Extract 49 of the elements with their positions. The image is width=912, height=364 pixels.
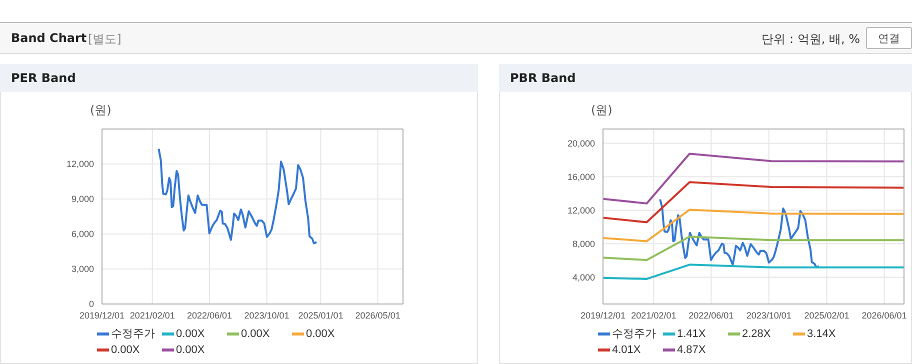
- y-tick-label: 16,000: [567, 172, 595, 182]
- text: [별도]: [88, 31, 122, 48]
- line-series: [158, 148, 318, 244]
- line-series: [603, 181, 904, 224]
- legend-label: 0.00X: [176, 343, 205, 358]
- y-tick-label: 20,000: [567, 138, 595, 148]
- y-tick-label: 6,000: [71, 229, 94, 240]
- legend-label: 3.14X: [807, 327, 836, 342]
- x-tick-label: 2023/10/01: [244, 310, 290, 320]
- x-tick-label: 2025/02/01: [804, 310, 850, 320]
- line-series: [603, 152, 904, 204]
- x-tick-label: 2026/06/01: [862, 310, 907, 320]
- legend-label: 4.01X: [612, 343, 641, 358]
- x-tick-label: 2021/02/01: [130, 310, 175, 320]
- legend-label: 1.41X: [677, 327, 706, 342]
- x-tick-label: 2019/12/01: [79, 310, 125, 320]
- y-tick-label: 8,000: [572, 238, 595, 249]
- legend-label: 0.00X: [111, 343, 140, 358]
- x-tick-label: 2023/10/01: [746, 310, 792, 320]
- line-series: [603, 236, 904, 262]
- chart-title: PBR Band: [510, 71, 576, 85]
- chart-title: PER Band: [11, 71, 76, 85]
- x-tick-label: 2021/02/01: [631, 310, 676, 320]
- legend-label: 4.87X: [677, 343, 706, 358]
- legend-label: 0.00X: [241, 327, 270, 342]
- y-tick-label: 9,000: [71, 194, 94, 204]
- y-tick-label: 4,000: [572, 272, 595, 282]
- y-axis-title: (원): [591, 102, 612, 119]
- x-tick-label: 2022/06/01: [186, 310, 232, 320]
- legend-label: 0.00X: [306, 327, 335, 342]
- line-series: [603, 208, 904, 242]
- x-tick-label: 2026/05/01: [355, 310, 400, 320]
- y-tick-label: 12,000: [567, 205, 595, 216]
- text: Band Chart: [11, 31, 87, 45]
- line-series: [603, 264, 904, 280]
- legend-label: 2.28X: [742, 327, 771, 342]
- legend-label: 수정주가: [111, 327, 155, 342]
- y-axis-title: (원): [90, 102, 112, 119]
- text: 연결: [866, 27, 912, 49]
- y-tick-label: 12,000: [66, 159, 94, 170]
- x-tick-label: 2019/12/01: [580, 310, 626, 320]
- text: 단위 : 억원, 배, %: [762, 31, 860, 48]
- line-series: [659, 198, 820, 268]
- x-tick-label: 2022/06/01: [688, 310, 734, 320]
- legend-label: 수정주가: [612, 327, 656, 342]
- y-tick-label: 0: [88, 299, 94, 310]
- y-tick-label: 3,000: [71, 264, 94, 274]
- x-tick-label: 2025/01/01: [298, 310, 344, 320]
- legend-label: 0.00X: [176, 327, 205, 342]
